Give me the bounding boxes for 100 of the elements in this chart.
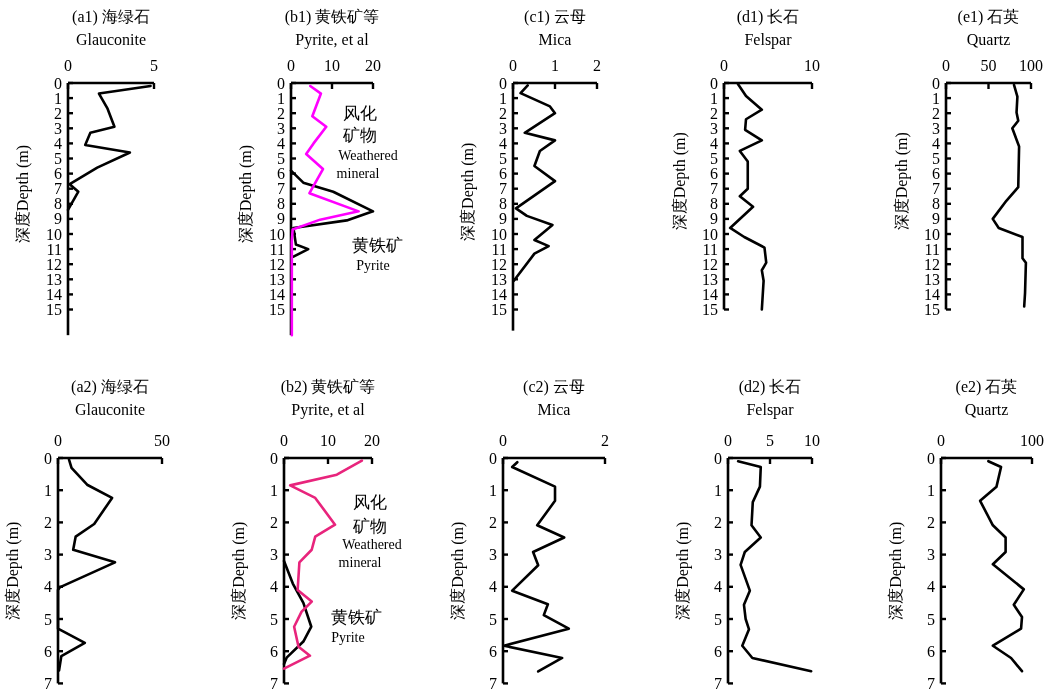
y-tick-label: 6 [932,165,940,183]
y-tick-label: 15 [46,301,62,318]
y-tick-label: 2 [714,513,722,531]
y-tick-label: 12 [924,255,940,273]
y-tick-label: 6 [54,165,62,183]
chart-title: (a1) 海绿石 [72,8,150,26]
chart-subtitle: Felspar [744,31,793,49]
chart-subtitle: Mica [538,31,572,48]
y-tick-label: 1 [710,89,718,107]
y-tick-label: 5 [54,150,62,167]
y-tick-label: 9 [54,210,62,228]
y-tick-label: 2 [277,104,285,122]
y-tick-label: 3 [277,119,285,137]
y-tick-label: 0 [270,449,278,467]
y-tick-label: 13 [269,270,285,288]
annotation: Weathered [338,147,398,163]
y-tick-label: 1 [270,481,278,499]
y-tick-label: 15 [491,301,507,318]
y-tick-label: 1 [277,89,285,107]
y-tick-label: 2 [270,513,278,531]
annotation: mineral [336,165,380,181]
y-tick-label: 5 [932,150,940,167]
y-tick-label: 5 [499,150,507,167]
x-tick-label: 10 [320,432,336,449]
y-tick-label: 9 [499,210,507,228]
y-tick-label: 4 [277,134,285,152]
y-tick-label: 5 [277,150,285,167]
y-tick-label: 1 [932,89,940,107]
y-tick-label: 0 [54,74,62,92]
y-tick-label: 7 [54,180,62,198]
chart-title: (e2) 石英 [955,378,1018,396]
y-tick-label: 14 [269,285,285,303]
y-tick-label: 15 [269,301,285,318]
y-tick-label: 9 [710,210,718,228]
y-tick-label: 6 [489,642,497,660]
x-tick-label: 20 [365,57,381,74]
x-tick-label: 50 [154,432,170,449]
y-tick-label: 2 [489,513,497,531]
y-axis-title: 深度Depth (m) [230,521,249,620]
x-tick-label: 50 [980,57,997,74]
y-tick-label: 2 [710,104,718,122]
y-tick-label: 2 [932,104,940,122]
y-tick-label: 7 [932,180,940,198]
x-tick-label: 100 [1020,432,1044,449]
y-tick-label: 4 [932,134,940,152]
y-tick-label: 8 [499,195,507,213]
y-tick-label: 10 [269,225,285,243]
annotation: 风化 [353,492,387,512]
y-tick-label: 4 [714,578,722,596]
annotation: 矿物 [342,125,377,145]
y-tick-label: 3 [44,546,52,564]
y-tick-label: 7 [489,674,497,691]
y-tick-label: 12 [702,255,718,273]
y-tick-label: 3 [932,119,940,137]
y-tick-label: 4 [270,578,278,596]
y-tick-label: 4 [44,578,52,596]
y-tick-label: 1 [499,89,507,107]
y-tick-label: 3 [499,119,507,137]
y-tick-label: 3 [54,119,62,137]
chart-title: (a2) 海绿石 [71,378,149,396]
y-tick-label: 5 [489,610,497,628]
y-tick-label: 7 [277,180,285,198]
chart-title: (b2) 黄铁矿等 [280,378,376,396]
y-tick-label: 2 [44,513,52,531]
y-axis-title: 深度Depth (m) [459,142,478,241]
chart-title: (d1) 长石 [736,8,800,26]
y-tick-label: 5 [714,610,722,628]
y-tick-label: 3 [927,546,935,564]
y-tick-label: 1 [927,481,935,499]
y-axis-title: 深度Depth (m) [674,521,693,620]
y-tick-label: 1 [489,481,497,499]
y-tick-label: 9 [932,210,940,228]
y-tick-label: 4 [54,134,62,152]
y-tick-label: 6 [714,642,722,660]
y-tick-label: 1 [714,481,722,499]
y-tick-label: 6 [710,165,718,183]
y-tick-label: 0 [932,74,940,92]
annotation: Pyrite [356,257,390,273]
y-axis-title: 深度Depth (m) [237,144,256,244]
y-tick-label: 7 [927,674,935,691]
y-tick-label: 14 [46,285,62,303]
y-tick-label: 14 [702,285,718,303]
chart-title: (c2) 云母 [523,378,585,396]
annotation: Pyrite [331,629,365,645]
annotation: Weathered [342,536,402,552]
x-tick-label: 100 [1019,57,1043,74]
y-tick-label: 12 [491,255,507,273]
y-tick-label: 2 [499,104,507,122]
y-tick-label: 7 [44,674,52,691]
y-tick-label: 8 [54,195,62,213]
chart-subtitle: Glauconite [75,31,147,48]
y-tick-label: 0 [710,74,718,92]
y-tick-label: 11 [491,240,507,258]
y-axis-title: 深度Depth (m) [14,144,33,244]
y-tick-label: 7 [270,674,278,691]
y-tick-label: 3 [714,546,722,564]
annotation: 矿物 [352,516,387,536]
y-tick-label: 0 [714,449,722,467]
chart-title: (b1) 黄铁矿等 [284,8,380,26]
y-tick-label: 11 [269,240,285,258]
